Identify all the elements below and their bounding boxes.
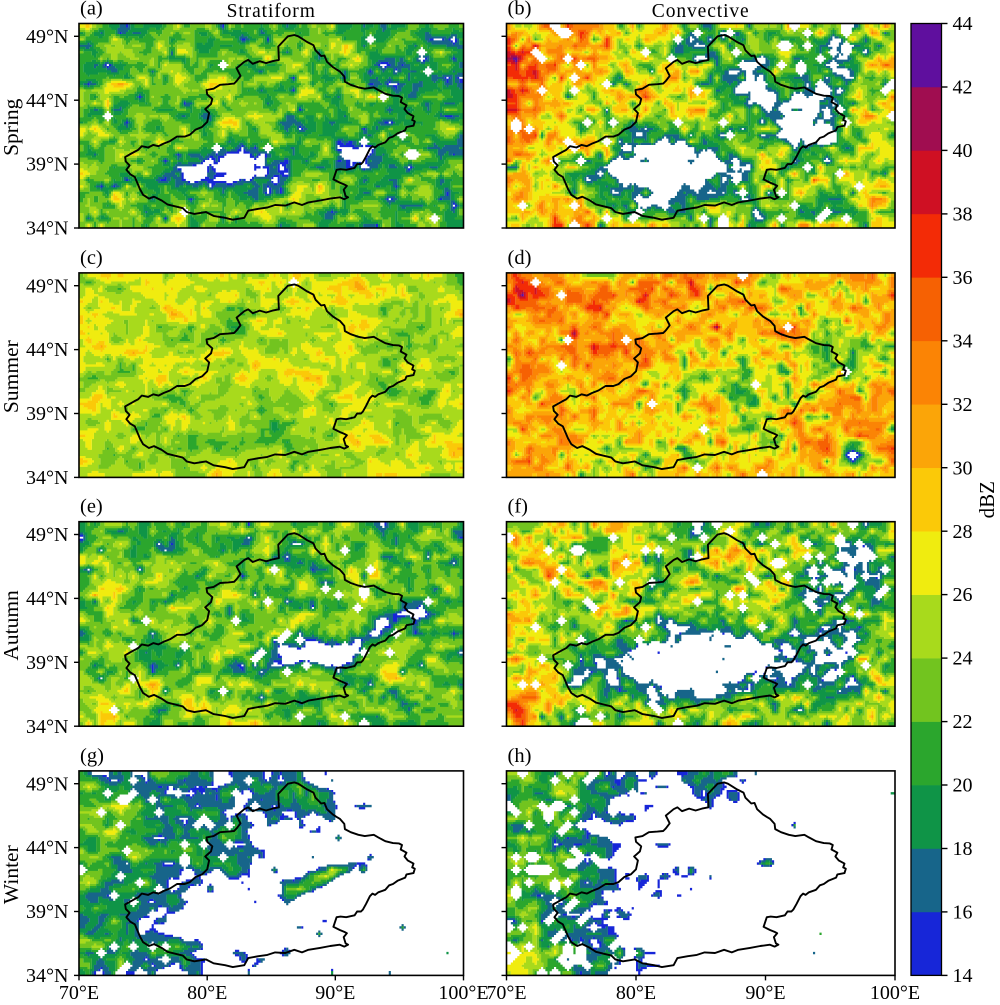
svg-text:90°E: 90°E [315, 982, 355, 1004]
svg-text:44: 44 [953, 13, 973, 35]
svg-text:(c): (c) [80, 247, 103, 269]
svg-text:18: 18 [953, 838, 973, 860]
svg-text:14: 14 [953, 965, 973, 987]
svg-text:44°N: 44°N [26, 90, 68, 112]
svg-text:22: 22 [953, 711, 973, 733]
svg-text:40: 40 [953, 140, 973, 162]
svg-text:24: 24 [953, 648, 973, 670]
svg-text:34: 34 [953, 330, 973, 352]
svg-text:(d): (d) [508, 247, 532, 269]
svg-text:39°N: 39°N [26, 901, 68, 923]
svg-text:34°N: 34°N [26, 965, 68, 987]
svg-text:80°E: 80°E [616, 982, 656, 1004]
svg-text:49°N: 49°N [26, 275, 68, 297]
svg-text:34°N: 34°N [26, 218, 68, 240]
svg-text:44°N: 44°N [26, 837, 68, 859]
svg-text:70°E: 70°E [59, 982, 99, 1004]
svg-text:49°N: 49°N [26, 26, 68, 48]
svg-text:(e): (e) [80, 496, 103, 518]
svg-text:Summer: Summer [0, 340, 23, 413]
svg-text:38: 38 [953, 204, 973, 226]
svg-text:26: 26 [953, 584, 973, 606]
svg-text:100°E: 100°E [438, 982, 488, 1004]
svg-text:39°N: 39°N [26, 154, 68, 176]
svg-text:70°E: 70°E [486, 982, 526, 1004]
svg-text:(a): (a) [80, 0, 103, 20]
svg-text:28: 28 [953, 521, 973, 543]
svg-text:32: 32 [953, 394, 973, 416]
svg-text:100°E: 100°E [870, 982, 920, 1004]
svg-text:dBZ: dBZ [975, 481, 999, 518]
svg-text:Winter: Winter [0, 845, 23, 904]
svg-text:Convective: Convective [652, 1, 750, 22]
svg-text:20: 20 [953, 775, 973, 797]
svg-text:Autumn: Autumn [0, 590, 23, 661]
svg-text:(h): (h) [508, 745, 532, 767]
svg-text:44°N: 44°N [26, 588, 68, 610]
svg-text:39°N: 39°N [26, 652, 68, 674]
svg-text:Spring: Spring [0, 98, 23, 156]
svg-text:16: 16 [953, 902, 973, 924]
svg-text:39°N: 39°N [26, 403, 68, 425]
svg-text:(f): (f) [508, 496, 528, 518]
svg-text:42: 42 [953, 77, 973, 99]
svg-text:30: 30 [953, 457, 973, 479]
svg-text:90°E: 90°E [745, 982, 785, 1004]
svg-text:(b): (b) [508, 0, 532, 20]
svg-text:49°N: 49°N [26, 524, 68, 546]
svg-text:49°N: 49°N [26, 773, 68, 795]
svg-text:(g): (g) [80, 745, 104, 767]
svg-text:80°E: 80°E [187, 982, 227, 1004]
svg-text:44°N: 44°N [26, 339, 68, 361]
svg-text:Stratiform: Stratiform [227, 1, 316, 22]
svg-text:34°N: 34°N [26, 716, 68, 738]
svg-text:34°N: 34°N [26, 467, 68, 489]
svg-text:36: 36 [953, 267, 973, 289]
